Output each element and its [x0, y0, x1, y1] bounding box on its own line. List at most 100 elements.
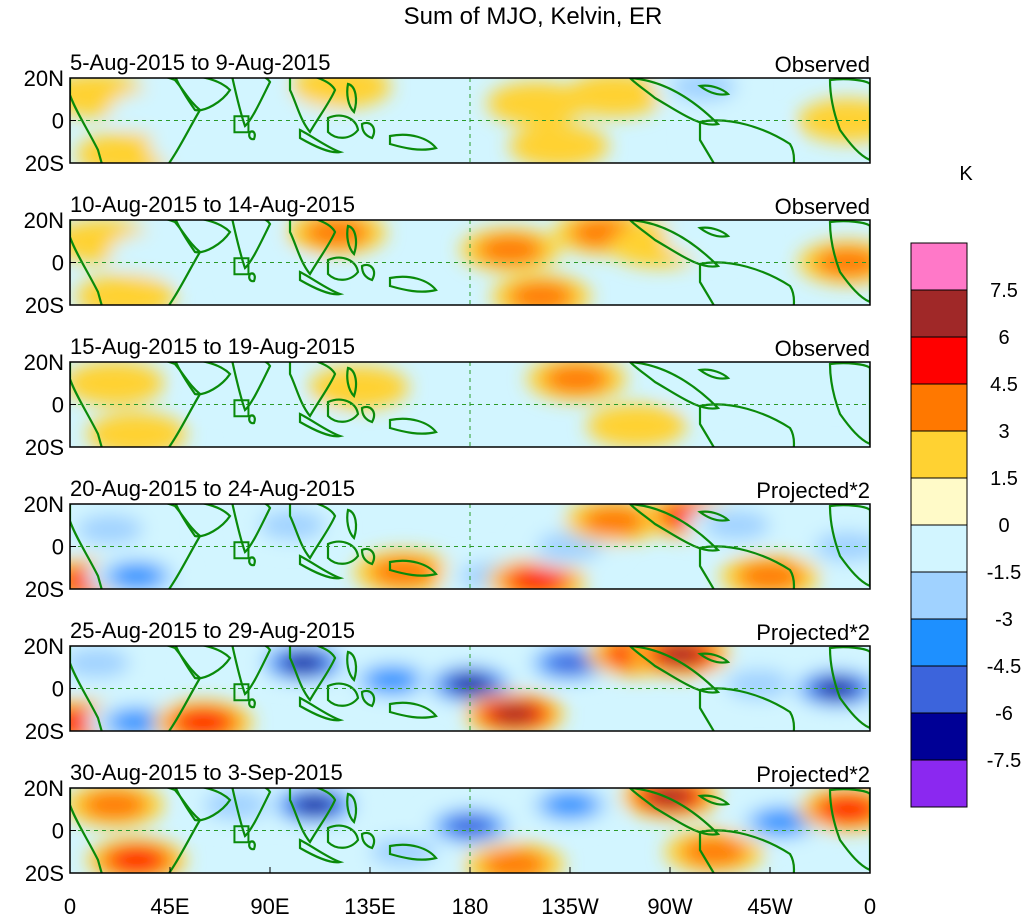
x-axis: 0 45E 90E 135E 180 135W 90W 45W 0 — [64, 867, 876, 919]
anomaly-blob — [70, 362, 165, 406]
x-tick-label: 45E — [150, 894, 189, 919]
colorbar-tick-label: 1.5 — [990, 468, 1018, 490]
map-panel: 10-Aug-2015 to 14-Aug-2015 Observed 20N 0 20… — [24, 192, 871, 318]
colorbar-tick-label: 4.5 — [990, 374, 1018, 396]
anomaly-blob — [370, 836, 437, 867]
anomaly-blob — [543, 364, 610, 394]
anomaly-blob — [448, 816, 492, 837]
colorbar-tick-label: -7.5 — [987, 750, 1021, 772]
y-tick-label: 20S — [25, 719, 64, 744]
anomaly-blob — [303, 220, 370, 248]
y-tick-label: 0 — [52, 819, 64, 844]
colorbar-swatch — [910, 477, 968, 526]
y-tick-label: 0 — [52, 251, 64, 276]
anomaly-blob — [548, 653, 592, 673]
anomaly-blob — [110, 848, 163, 872]
colorbar-unit-label: K — [959, 163, 973, 185]
x-tick-label: 45W — [747, 894, 792, 919]
colorbar-tick-label: 7.5 — [990, 280, 1018, 302]
y-tick-label: 20S — [25, 861, 64, 886]
colorbar-tick-label: -4.5 — [987, 656, 1021, 678]
anomaly-blob — [70, 648, 130, 678]
anomaly-blob — [175, 220, 276, 259]
y-tick-label: 20N — [24, 350, 64, 375]
panel-date-range: 10-Aug-2015 to 14-Aug-2015 — [70, 192, 355, 217]
anomaly-blob — [476, 234, 544, 265]
anomaly-blob — [664, 220, 765, 259]
colorbar-swatch — [910, 242, 968, 291]
y-tick-label: 20S — [25, 435, 64, 460]
anomaly-blob — [659, 646, 704, 665]
reference-box — [233, 825, 250, 844]
panel-date-range: 15-Aug-2015 to 19-Aug-2015 — [70, 334, 355, 359]
map-panel: 20-Aug-2015 to 24-Aug-2015 Projected*2 20N… — [24, 476, 871, 602]
anomaly-blob — [564, 78, 665, 117]
panel-label: Projected*2 — [756, 478, 870, 503]
colorbar-tick-label: 3 — [998, 421, 1009, 443]
map-panel: 15-Aug-2015 to 19-Aug-2015 Observed 20N 0 20… — [24, 334, 871, 460]
anomaly-blob — [755, 810, 808, 834]
x-tick-label: 135E — [344, 894, 395, 919]
anomaly-blob — [664, 365, 765, 410]
anomaly-blob — [481, 849, 548, 873]
colorbar-swatch — [910, 383, 968, 432]
anomaly-blob — [814, 531, 870, 562]
anomaly-blob — [814, 247, 870, 278]
anomaly-blob — [586, 403, 687, 447]
anomaly-blob — [291, 78, 392, 109]
colorbar-tick-label: 0 — [998, 515, 1009, 537]
y-tick-label: 20S — [25, 151, 64, 176]
colorbar-tick-label: -1.5 — [987, 562, 1021, 584]
anomaly-blob — [544, 793, 596, 817]
colorbar-tick-label: 6 — [998, 327, 1009, 349]
colorbar-swatch — [910, 289, 968, 338]
anomaly-blob — [492, 704, 537, 724]
y-tick-label: 20N — [24, 66, 64, 91]
anomaly-blob — [242, 98, 343, 143]
anomaly-blob — [110, 710, 163, 731]
y-tick-label: 0 — [52, 393, 64, 418]
panel-label: Observed — [775, 194, 870, 219]
x-tick-label: 0 — [864, 894, 876, 919]
y-tick-label: 20N — [24, 634, 64, 659]
panel-label: Projected*2 — [756, 762, 870, 787]
colorbar-tick-label: -6 — [995, 703, 1013, 725]
colorbar-swatch — [910, 336, 968, 385]
anomaly-blob — [186, 365, 287, 410]
anomaly-blob — [294, 796, 334, 814]
panel-label: Observed — [775, 52, 870, 77]
anomaly-blob — [76, 514, 144, 545]
colorbar-swatch — [910, 712, 968, 761]
anomaly-blob — [110, 564, 163, 588]
colorbar-legend: K 7.5 6 4.5 3 1.5 0 -1.5 -3 -4.5 -6 -7.5 — [910, 163, 1021, 808]
panel-date-range: 25-Aug-2015 to 29-Aug-2015 — [70, 618, 355, 643]
anomaly-blob — [510, 568, 563, 589]
reference-box — [233, 115, 250, 134]
anomaly-blob — [242, 403, 343, 447]
colorbar-swatch — [910, 759, 968, 808]
y-tick-label: 0 — [52, 109, 64, 134]
y-tick-label: 20N — [24, 208, 64, 233]
anomaly-blob — [507, 281, 575, 305]
y-tick-label: 20S — [25, 577, 64, 602]
x-tick-label: 90W — [647, 894, 692, 919]
figure-title: Sum of MJO, Kelvin, ER — [404, 3, 663, 30]
reference-box — [233, 399, 250, 418]
y-tick-label: 20N — [24, 776, 64, 801]
colorbar-tick-label: -3 — [995, 609, 1013, 631]
map-panel: 25-Aug-2015 to 29-Aug-2015 Projected*2 20N… — [24, 618, 871, 744]
x-tick-label: 180 — [452, 894, 489, 919]
anomaly-blob — [259, 510, 326, 541]
anomaly-blob — [681, 836, 748, 867]
map-panel: 30-Aug-2015 to 3-Sep-2015 Projected*2 20N 0… — [24, 760, 871, 886]
panel-date-range: 20-Aug-2015 to 24-Aug-2015 — [70, 476, 355, 501]
y-tick-label: 0 — [52, 677, 64, 702]
panel-label: Observed — [775, 336, 870, 361]
anomaly-blob — [177, 710, 230, 731]
panel-date-range: 30-Aug-2015 to 3-Sep-2015 — [70, 760, 343, 785]
anomaly-blob — [703, 510, 770, 541]
anomaly-blob — [366, 668, 419, 692]
anomaly-blob — [86, 412, 187, 447]
anomaly-blob — [148, 124, 249, 163]
